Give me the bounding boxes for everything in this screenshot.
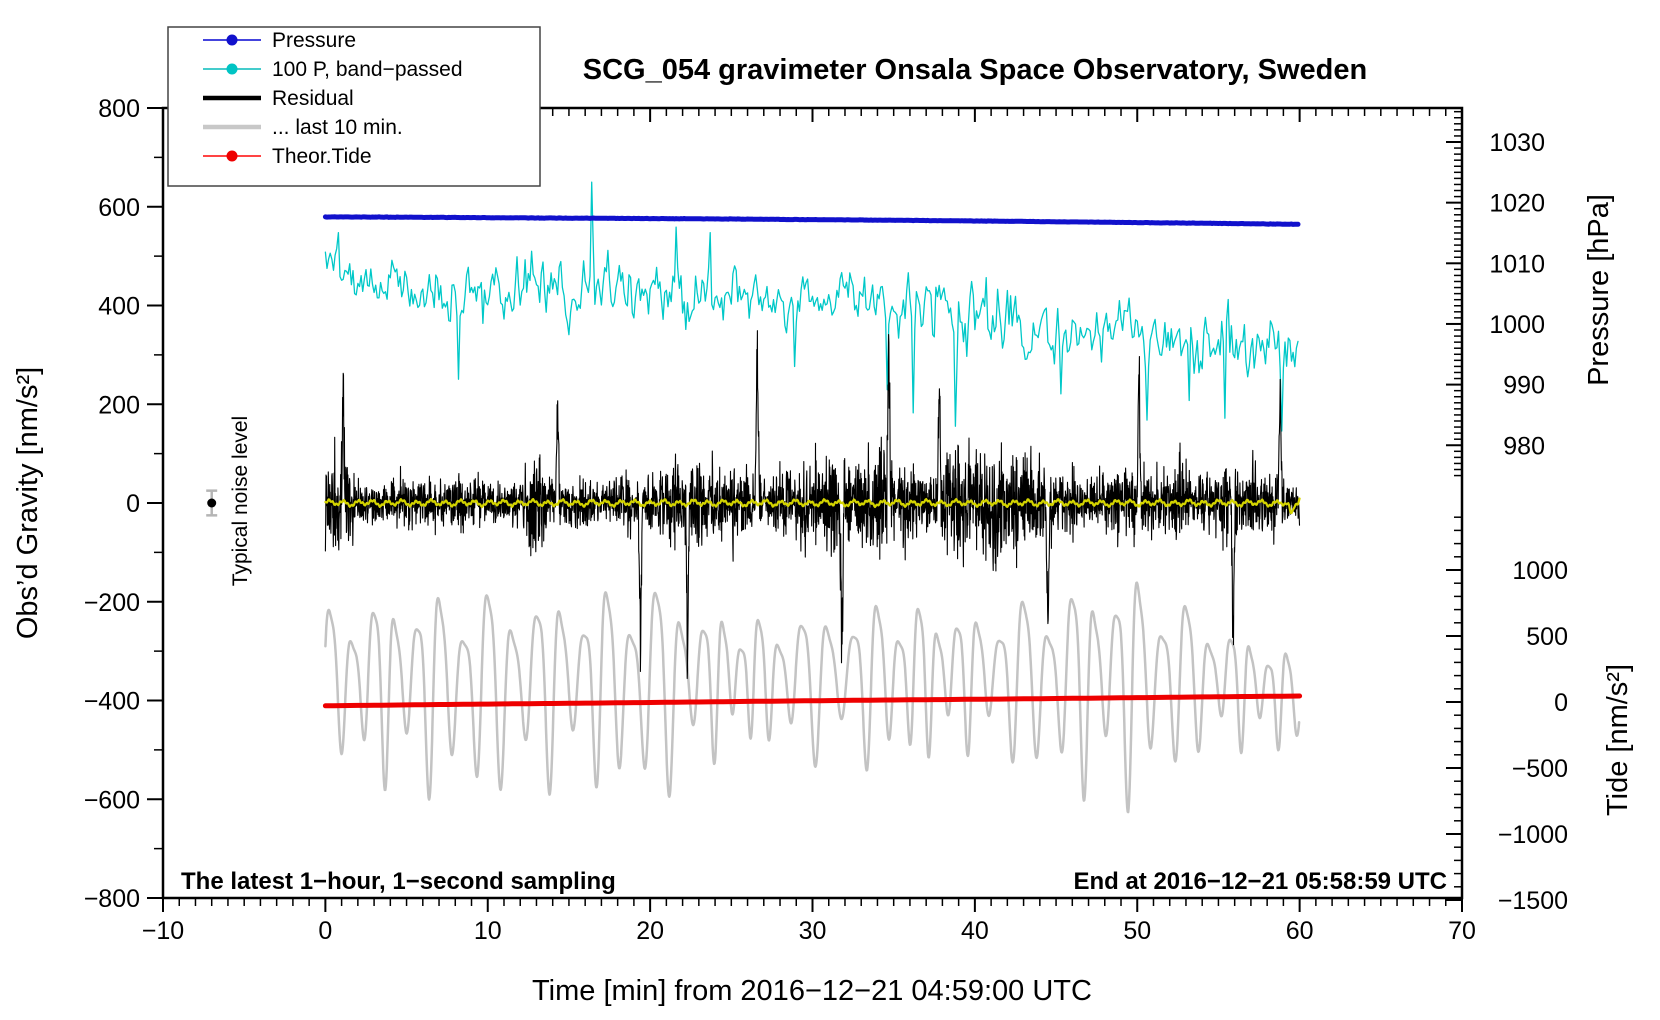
legend-item-label: 100 P, band−passed xyxy=(272,58,463,81)
pressure-tick-label: 1020 xyxy=(1489,190,1545,218)
residual-series-line xyxy=(324,330,1301,680)
legend-item: Residual xyxy=(203,87,354,110)
x-tick-label: 0 xyxy=(318,917,332,945)
residual-smoothed-series-line xyxy=(324,497,1301,515)
x-tick-label: −10 xyxy=(142,917,184,945)
band-passed-series-line xyxy=(324,181,1299,432)
typical-noise-marker xyxy=(206,489,218,517)
legend-sample-dot xyxy=(226,63,238,75)
tide-tick-label: 500 xyxy=(1526,623,1568,651)
x-tick-label: 40 xyxy=(961,917,989,945)
gravity-tick-label: 400 xyxy=(98,293,140,321)
sampling-note: The latest 1−hour, 1−second sampling xyxy=(181,868,616,895)
tide-tick-label: 1000 xyxy=(1512,557,1568,585)
x-tick-label: 60 xyxy=(1286,917,1314,945)
axis-ticks: −10 0 10 20 30 40 50 60 708006004002000−200−400−… xyxy=(84,95,1568,945)
pressure-tick-label: 1030 xyxy=(1489,129,1545,157)
tide-tick-label: −1500 xyxy=(1498,887,1568,915)
typical-noise-label: Typical noise level xyxy=(229,416,252,586)
legend-item-label: ... last 10 min. xyxy=(272,116,403,139)
x-tick-label: 10 xyxy=(474,917,502,945)
theor-tide-series-line xyxy=(322,693,1303,709)
gravity-tick-label: −400 xyxy=(84,688,140,716)
x-tick-label: 20 xyxy=(636,917,664,945)
tide-tick-label: −1000 xyxy=(1498,821,1568,849)
chart-title: SCG_054 gravimeter Onsala Space Observat… xyxy=(583,54,1367,86)
legend-item: Pressure xyxy=(203,29,356,52)
x-tick-label: 70 xyxy=(1448,917,1476,945)
series-layer xyxy=(322,181,1303,814)
gravity-tick-label: −800 xyxy=(84,885,140,913)
pressure-tick-label: 1010 xyxy=(1489,250,1545,278)
legend-item-label: Theor.Tide xyxy=(272,145,372,168)
legend-sample-dot xyxy=(226,34,238,46)
legend-item: ... last 10 min. xyxy=(203,116,403,139)
legend-sample-dot xyxy=(226,150,238,162)
left-axis-title: Obs’d Gravity [nm/s²] xyxy=(12,367,44,639)
pressure-tick-label: 990 xyxy=(1503,372,1545,400)
legend-item: 100 P, band−passed xyxy=(203,58,463,81)
pressure-tick-label: 1000 xyxy=(1489,311,1545,339)
legend-item-label: Residual xyxy=(272,87,354,110)
end-time-note: End at 2016−12−21 05:58:59 UTC xyxy=(1073,868,1447,895)
pressure-series-line xyxy=(322,214,1301,227)
legend-item: Theor.Tide xyxy=(203,145,372,168)
pressure-tick-label: 980 xyxy=(1503,432,1545,460)
gravity-tick-label: −600 xyxy=(84,786,140,814)
x-tick-label: 50 xyxy=(1123,917,1151,945)
tide-tick-label: −500 xyxy=(1512,755,1568,783)
last-10-min-series-line xyxy=(324,581,1301,814)
legend-item-label: Pressure xyxy=(272,29,356,52)
gravity-tick-label: 600 xyxy=(98,194,140,222)
tide-tick-label: 0 xyxy=(1554,689,1568,717)
x-tick-label: 30 xyxy=(799,917,827,945)
gravity-tick-label: 200 xyxy=(98,391,140,419)
x-axis-title: Time [min] from 2016−12−21 04:59:00 UTC xyxy=(532,975,1092,1007)
gravity-tick-label: 800 xyxy=(98,95,140,123)
tide-axis-title: Tide [nm/s²] xyxy=(1602,664,1634,816)
gravity-tick-label: −200 xyxy=(84,589,140,617)
gravity-tick-label: 0 xyxy=(126,490,140,518)
pressure-axis-title: Pressure [hPa] xyxy=(1583,194,1615,386)
noise-dot xyxy=(207,498,217,508)
legend: Pressure 100 P, band−passed Residual ... la… xyxy=(167,26,541,187)
